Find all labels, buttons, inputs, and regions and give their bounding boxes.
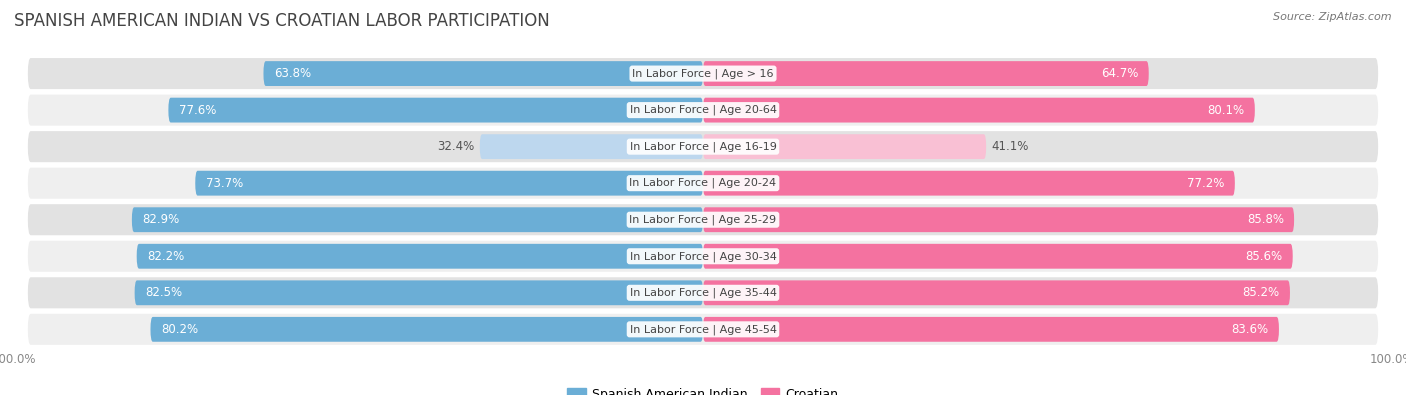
FancyBboxPatch shape <box>28 167 1378 199</box>
Legend: Spanish American Indian, Croatian: Spanish American Indian, Croatian <box>562 383 844 395</box>
Text: 82.5%: 82.5% <box>145 286 183 299</box>
FancyBboxPatch shape <box>28 277 1378 308</box>
Text: 77.2%: 77.2% <box>1187 177 1225 190</box>
Text: 85.8%: 85.8% <box>1247 213 1284 226</box>
FancyBboxPatch shape <box>703 280 1289 305</box>
Text: 80.1%: 80.1% <box>1208 103 1244 117</box>
FancyBboxPatch shape <box>195 171 703 196</box>
Text: In Labor Force | Age 30-34: In Labor Force | Age 30-34 <box>630 251 776 261</box>
Text: In Labor Force | Age 16-19: In Labor Force | Age 16-19 <box>630 141 776 152</box>
Text: 82.2%: 82.2% <box>148 250 184 263</box>
Text: Source: ZipAtlas.com: Source: ZipAtlas.com <box>1274 12 1392 22</box>
Text: 77.6%: 77.6% <box>179 103 217 117</box>
FancyBboxPatch shape <box>136 244 703 269</box>
Text: In Labor Force | Age > 16: In Labor Force | Age > 16 <box>633 68 773 79</box>
Text: 83.6%: 83.6% <box>1232 323 1268 336</box>
Text: 80.2%: 80.2% <box>160 323 198 336</box>
FancyBboxPatch shape <box>479 134 703 159</box>
Text: 73.7%: 73.7% <box>205 177 243 190</box>
Text: In Labor Force | Age 45-54: In Labor Force | Age 45-54 <box>630 324 776 335</box>
FancyBboxPatch shape <box>703 61 1149 86</box>
FancyBboxPatch shape <box>28 131 1378 162</box>
Text: 63.8%: 63.8% <box>274 67 311 80</box>
FancyBboxPatch shape <box>703 244 1292 269</box>
Text: In Labor Force | Age 20-64: In Labor Force | Age 20-64 <box>630 105 776 115</box>
FancyBboxPatch shape <box>703 317 1279 342</box>
Text: In Labor Force | Age 20-24: In Labor Force | Age 20-24 <box>630 178 776 188</box>
FancyBboxPatch shape <box>703 134 986 159</box>
FancyBboxPatch shape <box>135 280 703 305</box>
FancyBboxPatch shape <box>169 98 703 122</box>
FancyBboxPatch shape <box>28 314 1378 345</box>
FancyBboxPatch shape <box>703 171 1234 196</box>
FancyBboxPatch shape <box>28 241 1378 272</box>
FancyBboxPatch shape <box>28 94 1378 126</box>
FancyBboxPatch shape <box>150 317 703 342</box>
FancyBboxPatch shape <box>132 207 703 232</box>
FancyBboxPatch shape <box>703 207 1294 232</box>
FancyBboxPatch shape <box>703 98 1254 122</box>
Text: In Labor Force | Age 35-44: In Labor Force | Age 35-44 <box>630 288 776 298</box>
Text: In Labor Force | Age 25-29: In Labor Force | Age 25-29 <box>630 214 776 225</box>
Text: 85.6%: 85.6% <box>1246 250 1282 263</box>
FancyBboxPatch shape <box>28 58 1378 89</box>
Text: 85.2%: 85.2% <box>1243 286 1279 299</box>
FancyBboxPatch shape <box>263 61 703 86</box>
Text: 64.7%: 64.7% <box>1101 67 1139 80</box>
Text: 82.9%: 82.9% <box>142 213 180 226</box>
FancyBboxPatch shape <box>28 204 1378 235</box>
Text: SPANISH AMERICAN INDIAN VS CROATIAN LABOR PARTICIPATION: SPANISH AMERICAN INDIAN VS CROATIAN LABO… <box>14 12 550 30</box>
Text: 41.1%: 41.1% <box>991 140 1029 153</box>
Text: 32.4%: 32.4% <box>437 140 474 153</box>
